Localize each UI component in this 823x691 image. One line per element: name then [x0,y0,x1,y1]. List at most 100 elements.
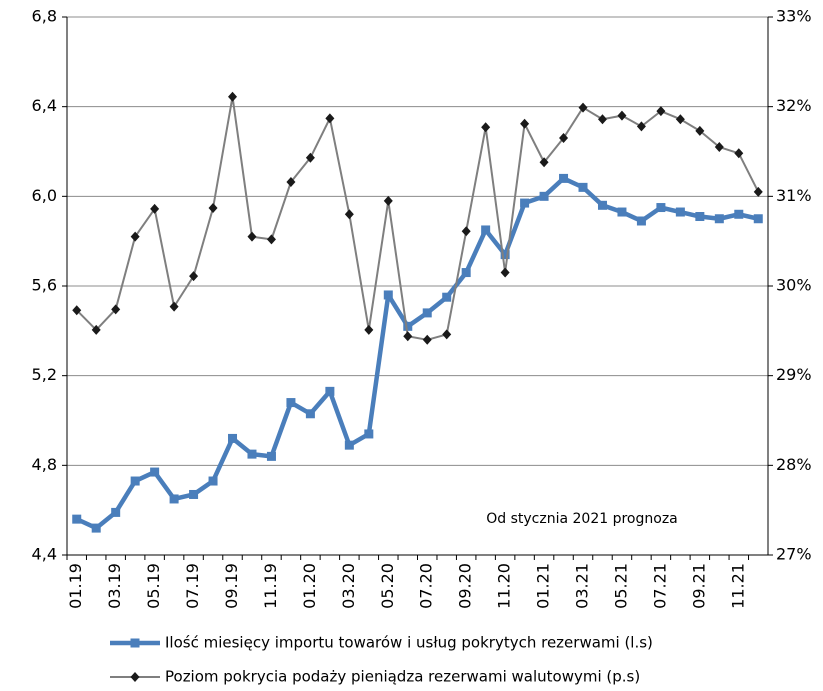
data-point [150,203,160,214]
x-tick-label: 05.20 [378,563,397,609]
data-point [364,324,374,335]
legend-label: Poziom pokrycia podaży pieniądza rezerwa… [165,668,640,686]
legend-marker [130,638,140,648]
data-point [228,433,238,443]
data-point [72,514,82,524]
legend-label: Ilość miesięcy importu towarów i usług p… [165,634,653,652]
data-point [675,207,685,217]
data-point [597,114,607,125]
data-point [325,386,335,396]
y-tick-label: 5,6 [32,276,57,295]
data-point [72,305,82,316]
data-point [500,250,510,260]
x-tick-label: 07.19 [183,563,202,609]
data-point [228,91,238,102]
data-point [422,308,432,318]
data-point [617,207,627,217]
data-point [266,234,276,245]
data-point [305,152,315,163]
x-tick-label: 07.20 [417,563,436,609]
x-tick-label: 07.21 [650,563,669,609]
data-point [597,200,607,210]
data-point [461,268,471,278]
data-point [461,226,471,237]
data-point [130,476,140,486]
data-point [286,176,296,187]
data-point [305,409,315,419]
data-point [325,113,335,124]
x-tick-label: 05.21 [611,563,630,609]
y2-tick-label: 30% [776,276,812,295]
y-tick-label: 4,4 [32,545,57,564]
x-tick-label: 11.19 [261,563,280,609]
x-tick-label: 09.20 [456,563,475,609]
data-point [189,489,199,499]
data-point [344,209,354,220]
data-point [208,202,218,213]
data-point [286,398,296,408]
y2-tick-label: 27% [776,545,812,564]
data-point [111,507,121,517]
y-tick-label: 4,8 [32,455,57,474]
data-point [656,106,666,117]
x-tick-label: 11.21 [728,563,747,609]
data-point [403,321,413,331]
y-tick-label: 6,4 [32,96,57,115]
data-point [130,231,140,242]
data-point [383,290,393,300]
x-tick-label: 03.21 [573,563,592,609]
data-point [247,231,257,242]
data-point [734,148,744,159]
data-point [753,186,763,197]
data-point [636,216,646,226]
data-point [150,467,160,477]
data-point [578,182,588,192]
data-point [91,324,101,335]
data-point [422,334,432,345]
data-point [520,118,530,129]
x-tick-label: 03.20 [339,563,358,609]
data-point [559,173,569,183]
data-point [208,476,218,486]
y-tick-label: 6,0 [32,186,57,205]
x-tick-label: 09.21 [689,563,708,609]
data-point [266,451,276,461]
annotation: Od stycznia 2021 prognoza [486,511,678,527]
data-point [675,114,685,125]
y2-tick-label: 29% [776,365,812,384]
data-point [189,271,199,282]
x-tick-label: 05.19 [144,563,163,609]
data-point [169,494,179,504]
data-point [111,304,121,315]
data-point [734,209,744,219]
x-tick-label: 03.19 [105,563,124,609]
data-point [714,142,724,153]
series-line [76,95,760,341]
data-point [442,292,452,302]
data-point [344,440,354,450]
data-point [481,225,491,235]
x-tick-label: 01.19 [66,563,85,609]
y2-tick-label: 28% [776,455,812,474]
data-point [364,429,374,439]
x-tick-label: 11.20 [495,563,514,609]
x-tick-label: 01.20 [300,563,319,609]
y2-tick-label: 33% [776,7,812,26]
data-point [383,195,393,206]
x-tick-label: 09.19 [222,563,241,609]
data-point [636,121,646,132]
data-point [656,203,666,213]
data-point [539,191,549,201]
data-point [481,122,491,133]
data-point [91,523,101,533]
legend-marker [130,672,140,682]
data-point [539,157,549,168]
data-point [520,198,530,208]
data-point [753,214,763,224]
data-point [169,301,179,312]
series-line [75,176,759,531]
data-point [500,267,510,278]
y-tick-label: 6,8 [32,7,57,26]
